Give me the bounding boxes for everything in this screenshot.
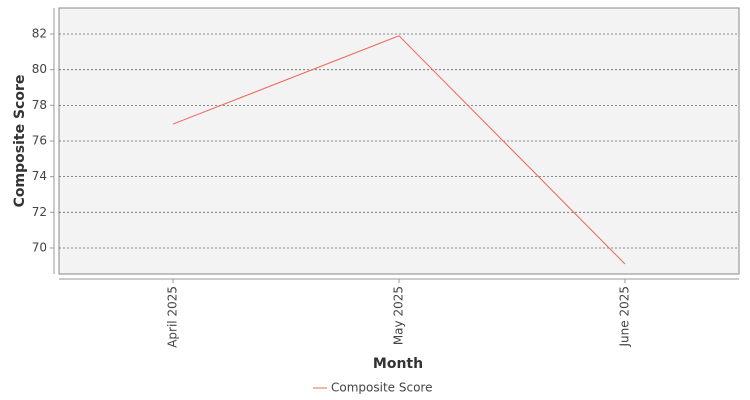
y-axis-title: Composite Score bbox=[12, 75, 28, 208]
y-tick-label: 76 bbox=[32, 134, 47, 148]
x-tick-label: June 2025 bbox=[618, 286, 632, 348]
series-line bbox=[172, 35, 626, 265]
x-tick-label: April 2025 bbox=[166, 286, 180, 348]
y-tick-label: 80 bbox=[32, 62, 47, 76]
y-tick-label: 72 bbox=[32, 205, 47, 219]
x-axis-title: Month bbox=[373, 356, 423, 372]
y-tick-label: 74 bbox=[32, 169, 47, 183]
x-tick-label: May 2025 bbox=[392, 286, 406, 345]
legend-label: Composite Score bbox=[331, 381, 432, 395]
y-tick-label: 78 bbox=[32, 98, 47, 112]
y-tick-label: 82 bbox=[32, 27, 47, 41]
y-tick-label: 70 bbox=[32, 240, 47, 254]
